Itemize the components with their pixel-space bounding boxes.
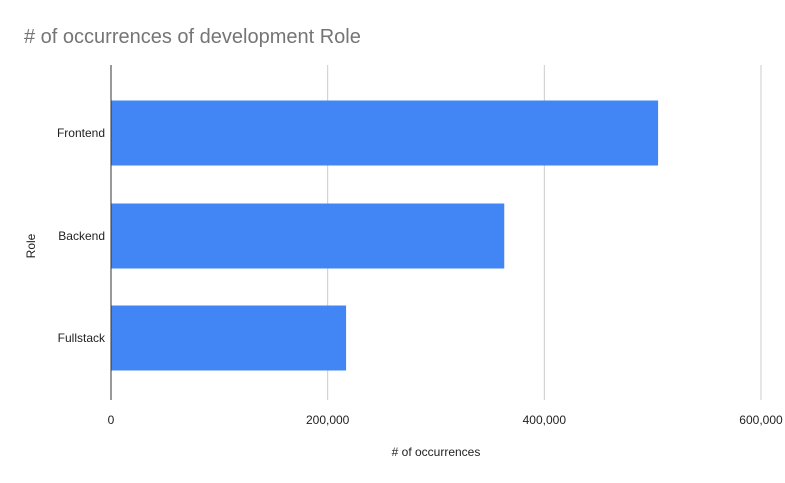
- x-tick-label-1: 200,000: [306, 413, 350, 427]
- y-tick-label-fullstack: Fullstack: [58, 331, 106, 345]
- bar-fullstack: [111, 305, 347, 371]
- x-axis-label: # of occurrences: [392, 445, 481, 459]
- bars: [111, 100, 659, 371]
- x-tick-label-2: 400,000: [523, 413, 567, 427]
- y-tick-label-backend: Backend: [58, 229, 105, 243]
- x-tick-label-0: 0: [108, 413, 115, 427]
- bar-backend: [111, 203, 505, 269]
- x-tick-label-3: 600,000: [739, 413, 783, 427]
- y-tick-labels: Frontend Backend Fullstack: [57, 126, 106, 345]
- y-tick-label-frontend: Frontend: [57, 126, 105, 140]
- chart-title: # of occurrences of development Role: [24, 26, 361, 48]
- y-axis-label: Role: [24, 233, 38, 258]
- bar-frontend: [111, 100, 659, 166]
- x-tick-labels: 0 200,000 400,000 600,000: [108, 413, 783, 427]
